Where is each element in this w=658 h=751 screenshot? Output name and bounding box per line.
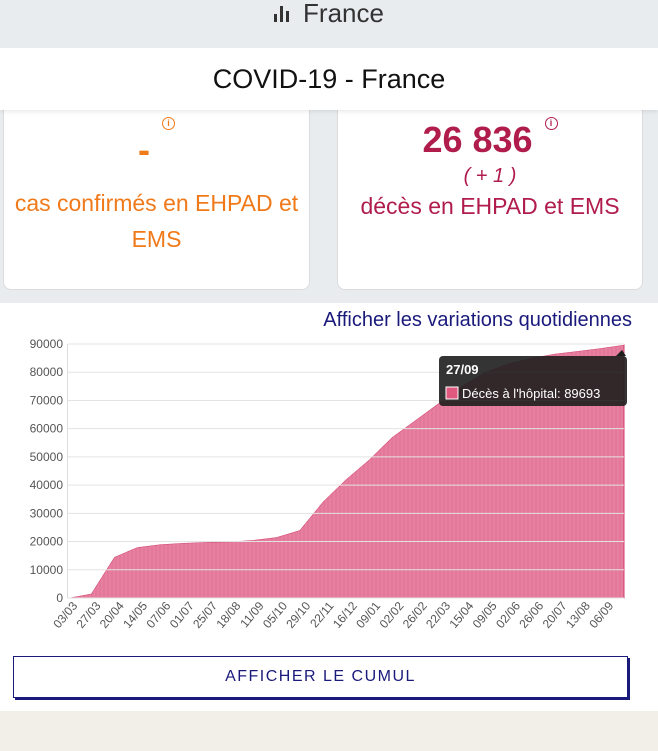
x-tick-label: 29/10 — [283, 599, 313, 631]
x-tick-label: 20/07 — [540, 599, 570, 631]
x-tick-label: 02/02 — [377, 599, 407, 631]
area-mask — [68, 344, 624, 598]
ehpad-deaths-label: décès en EHPAD et EMS — [360, 193, 620, 219]
tooltip-swatch — [445, 386, 459, 400]
x-tick-label: 20/04 — [97, 599, 127, 631]
confirmed-cases-card: -i cas confirmés en EHPAD et EMS — [3, 100, 310, 290]
y-tick-label: 70000 — [30, 393, 64, 407]
confirmed-cases-value: - — [138, 129, 150, 170]
x-tick-label: 07/06 — [143, 599, 173, 631]
x-tick-label: 09/05 — [470, 599, 500, 631]
y-tick-label: 20000 — [30, 535, 64, 549]
y-tick-label: 40000 — [30, 478, 64, 492]
ehpad-deaths-delta: ( + 1 ) — [463, 165, 517, 187]
x-tick-label: 14/05 — [120, 599, 150, 631]
x-tick-label: 16/12 — [330, 599, 360, 631]
topbar: France — [0, 0, 658, 48]
x-tick-label: 25/07 — [190, 599, 220, 631]
daily-variations-link[interactable]: Afficher les variations quotidiennes — [323, 309, 632, 331]
info-icon[interactable]: i — [162, 117, 175, 130]
chart-panel: Afficher les variations quotidiennes 0 10… — [0, 303, 658, 711]
x-tick-label: 26/02 — [400, 599, 430, 631]
footer-band — [0, 711, 658, 751]
y-tick-label: 60000 — [30, 422, 64, 436]
y-tick-label: 0 — [56, 591, 63, 605]
x-tick-label: 11/09 — [237, 599, 267, 631]
y-tick-label: 30000 — [30, 506, 64, 520]
y-tick-label: 80000 — [30, 365, 64, 379]
x-tick-label: 27/03 — [74, 599, 104, 631]
x-tick-label: 05/10 — [260, 599, 290, 631]
ehpad-deaths-card: 26 836 i ( + 1 ) décès en EHPAD et EMS — [337, 100, 643, 290]
tooltip-caret — [616, 350, 626, 356]
show-cumul-button[interactable]: AFFICHER LE CUMUL — [13, 656, 628, 698]
y-tick-label: 10000 — [30, 563, 64, 577]
x-tick-label: 06/09 — [586, 599, 616, 631]
tooltip-date: 27/09 — [446, 362, 479, 377]
tooltip-value: Décès à l'hôpital: 89693 — [462, 386, 600, 401]
page-header: COVID-19 - France — [0, 48, 658, 110]
hospital-deaths-chart[interactable]: 0 10000 20000 30000 40000 50000 60000 70000 8000… — [0, 303, 658, 653]
tooltip-box — [439, 356, 627, 406]
page-title: COVID-19 - France — [212, 63, 446, 94]
region-title: France — [303, 0, 384, 28]
confirmed-cases-label: cas confirmés en EHPAD et EMS — [14, 190, 299, 252]
x-tick-label: 26/06 — [516, 599, 546, 631]
x-tick-label: 18/08 — [213, 599, 243, 631]
y-tick-label: 50000 — [30, 450, 64, 464]
x-tick-label: 03/03 — [50, 599, 80, 631]
x-tick-label: 22/03 — [423, 599, 453, 631]
x-tick-label: 02/06 — [493, 599, 523, 631]
info-icon[interactable]: i — [544, 117, 558, 130]
x-tick-label: 15/04 — [446, 599, 476, 631]
ehpad-deaths-value: 26 836 — [422, 119, 533, 160]
x-tick-label: 09/01 — [353, 599, 383, 631]
x-tick-label: 01/07 — [167, 599, 197, 631]
x-tick-label: 13/08 — [563, 599, 593, 631]
y-tick-label: 90000 — [30, 337, 64, 351]
x-tick-label: 22/11 — [307, 599, 337, 631]
bar-chart-icon — [274, 4, 290, 22]
